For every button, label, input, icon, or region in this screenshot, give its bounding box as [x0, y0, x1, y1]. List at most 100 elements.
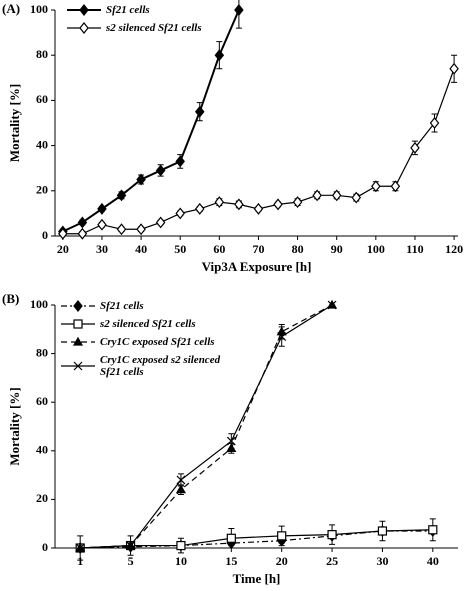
- y-tick-label: 80: [36, 345, 48, 359]
- legend-item: Cry1C exposed Sf21 cells: [60, 336, 225, 348]
- data-point: [351, 191, 362, 204]
- data-point: [226, 533, 236, 543]
- legend-item: Sf21 cells: [66, 4, 266, 16]
- data-point: [428, 525, 438, 535]
- x-tick-label: 20: [57, 242, 69, 256]
- x-axis-title: Vip3A Exposure [h]: [202, 259, 312, 274]
- y-tick-label: 40: [36, 443, 48, 457]
- data-point: [277, 531, 287, 541]
- x-tick-label: 15: [225, 554, 237, 568]
- y-axis-title: Mortality [%]: [7, 387, 22, 465]
- data-point: [97, 202, 107, 215]
- legend-swatch: [61, 361, 95, 371]
- data-point: [234, 4, 244, 16]
- legend-label: s2 silenced Sf21 cells: [106, 22, 202, 34]
- data-point: [327, 300, 337, 310]
- legend-swatch: [61, 319, 95, 329]
- y-tick-label: 0: [42, 228, 48, 242]
- data-point: [126, 541, 135, 550]
- data-point: [253, 202, 264, 215]
- data-point: [77, 216, 88, 229]
- data-point: [97, 218, 107, 231]
- y-tick-label: 100: [30, 2, 48, 16]
- legend-label: Cry1C exposed s2 silenced Sf21 cells: [100, 354, 221, 378]
- x-tick-label: 120: [445, 242, 463, 256]
- legend-swatch: [61, 336, 95, 346]
- data-point: [155, 164, 166, 177]
- y-tick-label: 60: [36, 394, 48, 408]
- data-point: [58, 227, 68, 240]
- legend-marker: [72, 336, 84, 346]
- legend-item: s2 silenced Sf21 cells: [66, 22, 266, 34]
- x-axis-title: Time [h]: [233, 571, 281, 586]
- series-line: [80, 304, 333, 549]
- legend-item: Cry1C exposed s2 silenced Sf21 cells: [60, 354, 225, 378]
- data-point: [116, 189, 127, 202]
- data-point: [194, 105, 205, 118]
- data-point: [176, 475, 186, 485]
- legend-marker: [73, 361, 83, 371]
- data-point: [371, 180, 381, 193]
- data-point: [226, 436, 236, 446]
- y-tick-label: 60: [36, 92, 48, 106]
- legend-swatch: [67, 4, 101, 16]
- data-point: [377, 526, 388, 536]
- series-line: [62, 9, 240, 233]
- x-tick-label: 1: [77, 554, 83, 568]
- data-point: [136, 173, 146, 186]
- data-point: [327, 530, 337, 540]
- legend: Sf21 cells s2 silenced Sf21 cells Cry1C ex…: [60, 300, 225, 384]
- y-tick-label: 80: [36, 47, 48, 61]
- y-tick-label: 20: [36, 183, 48, 197]
- legend-item: Sf21 cells: [60, 300, 225, 312]
- x-tick-label: 100: [367, 242, 385, 256]
- y-tick-label: 0: [42, 540, 48, 554]
- data-point: [449, 62, 459, 75]
- data-point: [273, 198, 283, 211]
- legend-label: Cry1C exposed Sf21 cells: [100, 336, 215, 348]
- data-point: [116, 223, 127, 236]
- x-tick-label: 30: [376, 554, 388, 568]
- series-line: [80, 529, 433, 549]
- legend-marker: [79, 4, 89, 16]
- x-tick-label: 40: [427, 554, 439, 568]
- data-point: [75, 543, 85, 553]
- data-point: [175, 207, 185, 220]
- y-axis-title: Mortality [%]: [7, 84, 22, 162]
- data-point: [214, 196, 225, 209]
- x-tick-label: 20: [276, 554, 288, 568]
- legend-label: Sf21 cells: [100, 300, 144, 312]
- data-point: [194, 202, 205, 215]
- data-point: [390, 180, 401, 193]
- x-tick-label: 70: [252, 242, 264, 256]
- data-point: [176, 540, 186, 551]
- legend-marker: [73, 300, 83, 312]
- data-point: [292, 196, 303, 209]
- x-tick-label: 40: [135, 242, 147, 256]
- x-tick-label: 30: [96, 242, 108, 256]
- x-tick-label: 10: [175, 554, 187, 568]
- x-tick-label: 80: [292, 242, 304, 256]
- x-tick-label: 110: [406, 242, 423, 256]
- legend-label: Sf21 cells: [106, 4, 150, 16]
- y-tick-label: 100: [30, 297, 48, 311]
- legend-item: s2 silenced Sf21 cells: [60, 318, 225, 330]
- data-point: [429, 117, 440, 129]
- data-point: [155, 216, 166, 229]
- y-tick-label: 20: [36, 491, 48, 505]
- data-point: [331, 189, 342, 202]
- x-tick-label: 50: [174, 242, 186, 256]
- y-tick-label: 40: [36, 137, 48, 151]
- data-point: [410, 141, 420, 154]
- x-tick-label: 5: [128, 554, 134, 568]
- data-point: [214, 49, 225, 62]
- legend-marker: [79, 22, 89, 34]
- data-point: [312, 189, 322, 202]
- data-point: [175, 155, 185, 168]
- legend-swatch: [61, 300, 95, 312]
- data-point: [234, 198, 244, 211]
- x-tick-label: 60: [213, 242, 225, 256]
- legend: Sf21 cells s2 silenced Sf21 cells: [66, 4, 266, 40]
